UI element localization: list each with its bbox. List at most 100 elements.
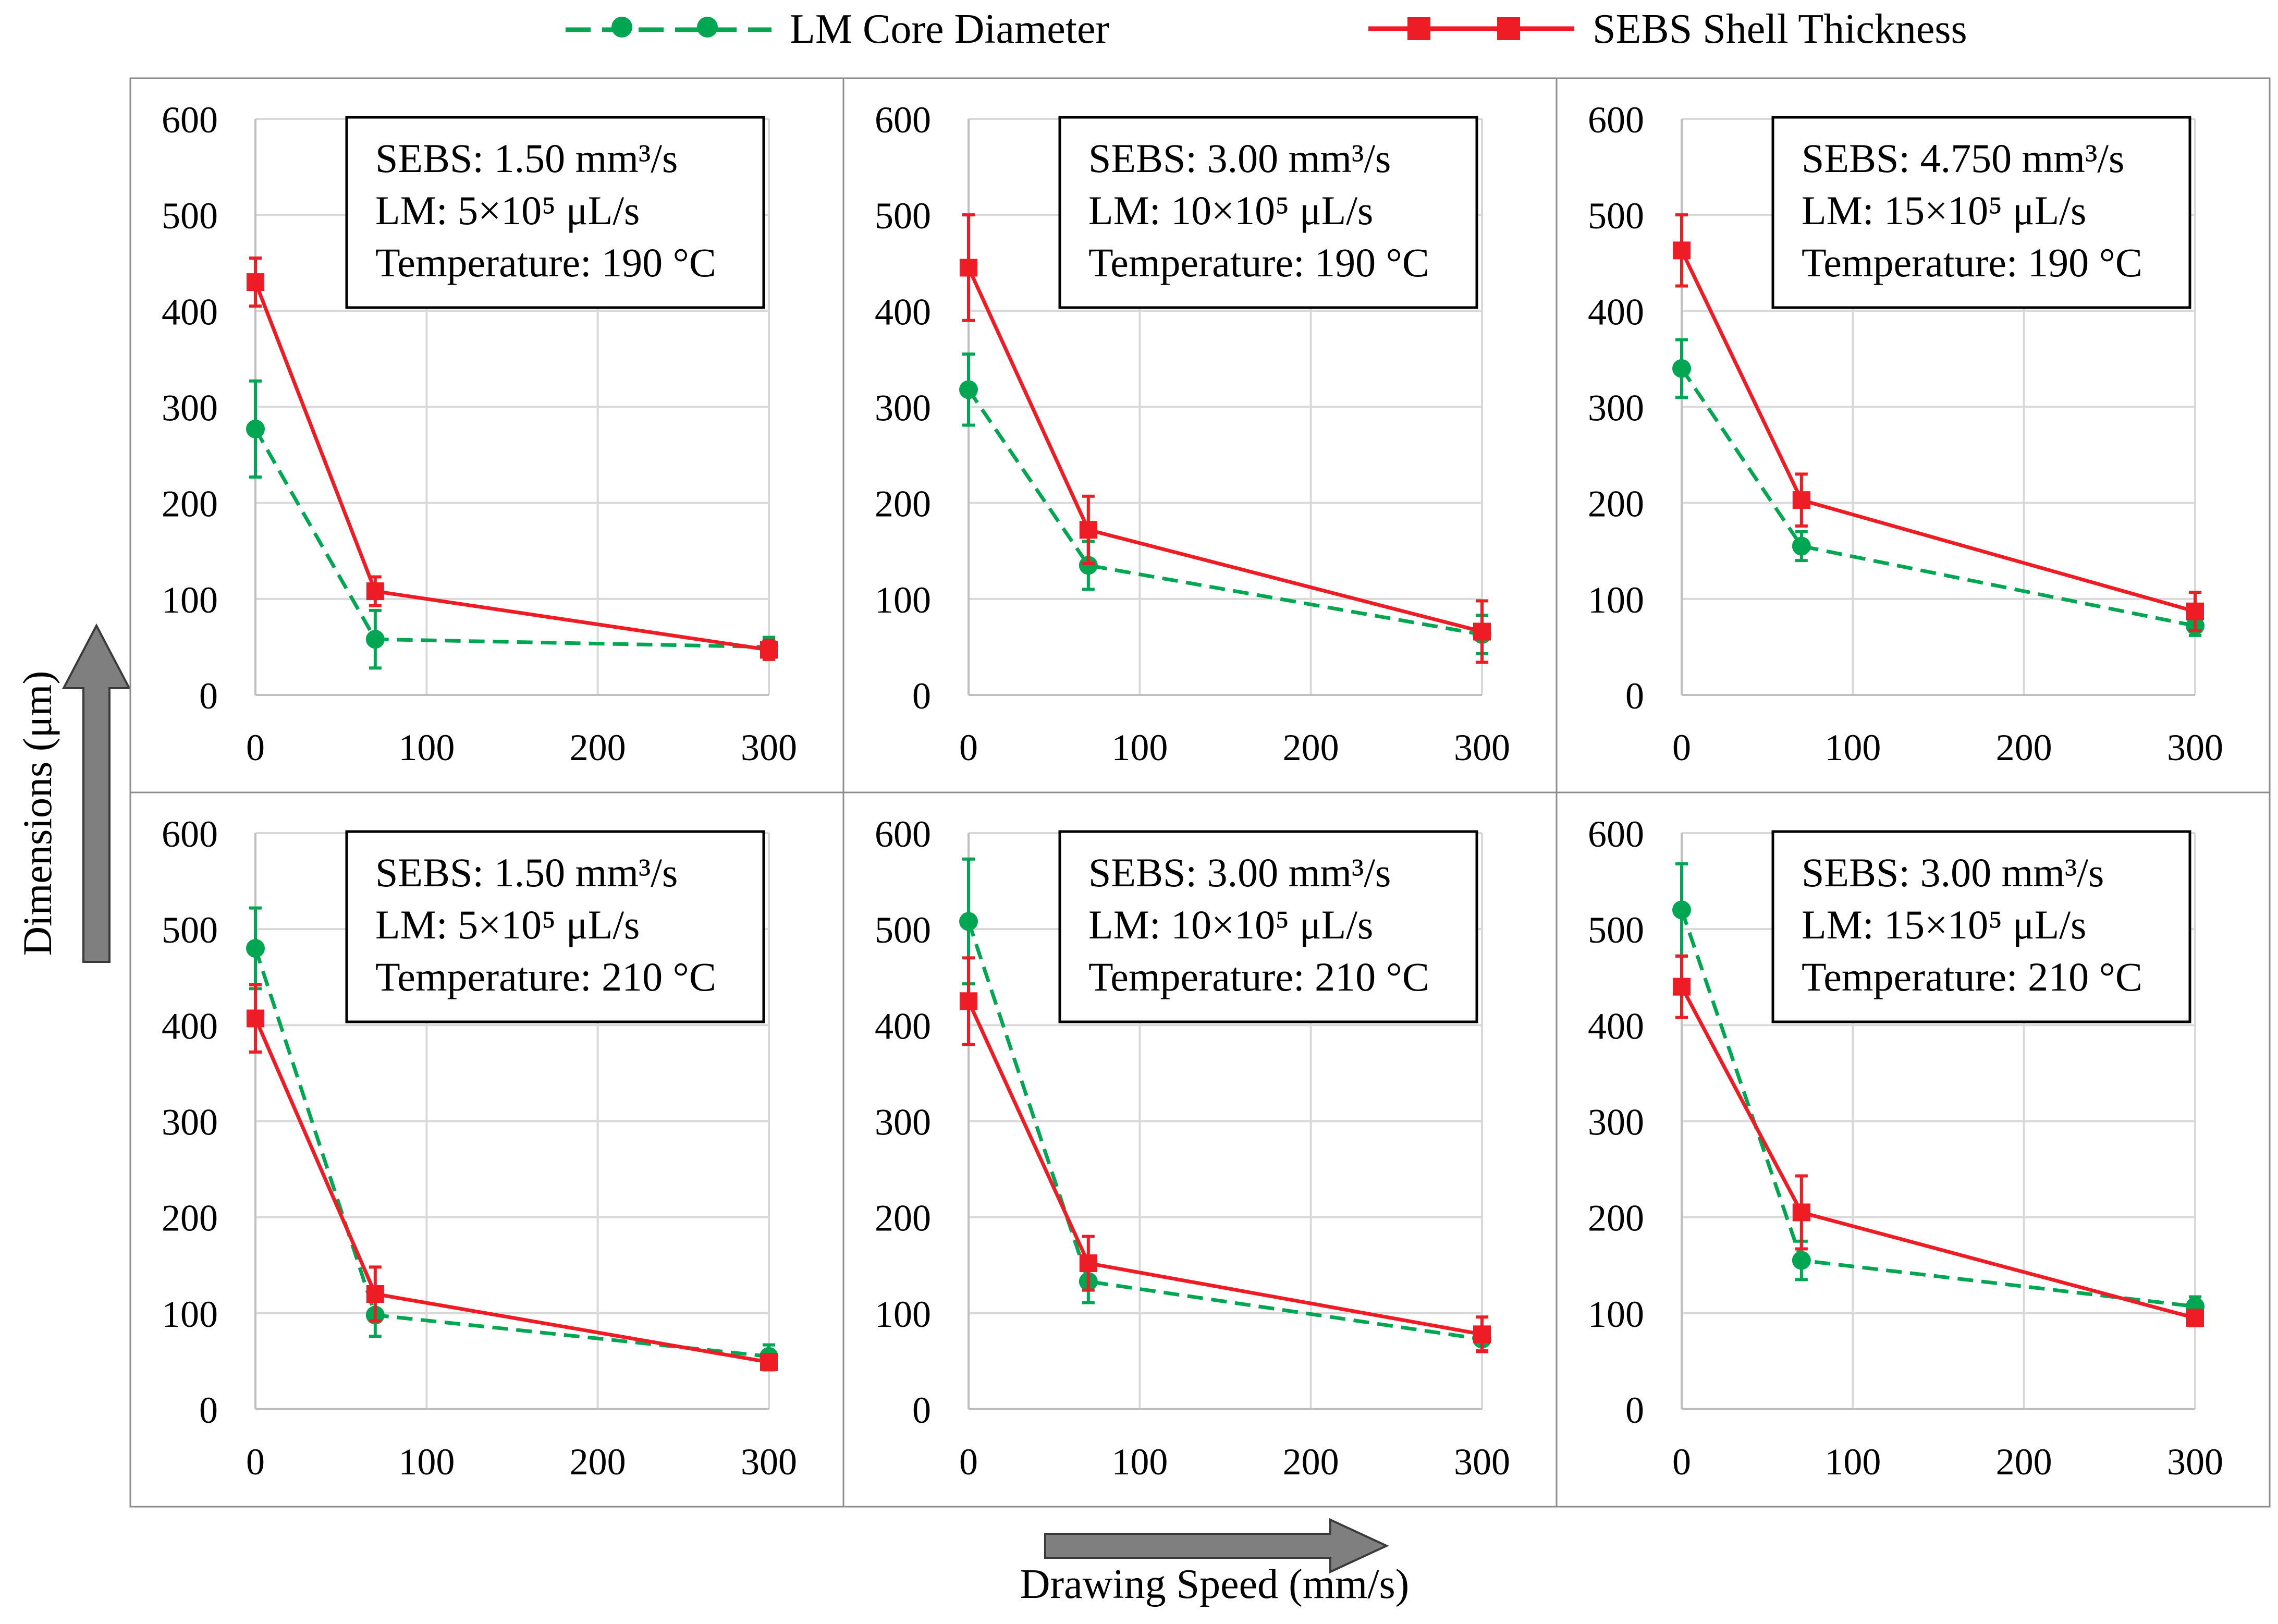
x-tick-label: 100 [1111,1441,1168,1483]
x-tick-label: 0 [246,727,265,768]
x-tick-label: 0 [959,727,978,768]
shell-data-point [247,1009,264,1028]
shell-data-point [960,992,977,1010]
x-tick-label: 300 [741,727,797,768]
condition-text: Temperature: 190 °C [1088,240,1429,285]
y-tick-label: 0 [1625,1389,1644,1431]
condition-text: LM: 5×10⁵ μL/s [375,902,640,947]
y-tick-label: 0 [199,1389,218,1431]
core-data-point [246,939,265,958]
y-axis-label: Dimensions (μm) [15,671,60,956]
y-tick-label: 0 [912,1389,931,1431]
core-data-point [1672,900,1691,920]
core-series-line [1680,367,2196,628]
x-tick-label: 200 [570,727,626,768]
y-tick-label: 0 [199,675,218,717]
x-tick-label: 300 [2167,1441,2223,1483]
condition-text: LM: 15×10⁵ μL/s [1802,188,2086,233]
shell-data-point [366,1285,384,1303]
shell-data-point [366,582,384,601]
condition-text: SEBS: 4.750 mm³/s [1802,136,2124,181]
chart-panel: 0 100 200 300 400 500 600 0 100 200 300 SEBS: 3.00 … [1556,791,2271,1508]
x-tick-label: 0 [959,1441,978,1483]
y-tick-label: 500 [1588,195,1644,237]
core-data-point [365,630,385,649]
x-tick-label: 100 [1111,727,1168,768]
chart-panel: 0 100 200 300 400 500 600 0 100 200 300 SEBS: 1.50 … [129,77,844,793]
shell-series-line [966,1000,1483,1336]
y-tick-label: 600 [162,99,218,141]
condition-text: SEBS: 3.00 mm³/s [1088,850,1391,895]
x-tick-label: 100 [1824,1441,1881,1483]
condition-text: LM: 15×10⁵ μL/s [1802,902,2086,947]
y-tick-label: 400 [1588,291,1644,333]
shell-series-line [966,267,1483,633]
y-tick-label: 300 [1588,387,1644,429]
x-tick-label: 0 [1672,1441,1691,1483]
chart-panel: 0 100 200 300 400 500 600 0 100 200 300 SEBS: 4.750… [1556,77,2271,793]
core-series-line [253,428,769,649]
shell-series-line [253,1018,769,1364]
shell-data-point [1473,1325,1491,1344]
core-data-point [1672,359,1691,378]
shell-data-point [1473,622,1491,641]
legend-core-marker [697,17,718,38]
y-tick-label: 0 [1625,675,1644,717]
shell-data-point [2186,1309,2204,1327]
y-tick-label: 100 [162,1293,218,1335]
x-axis-label: Drawing Speed (mm/s) [1020,1561,1410,1607]
condition-text: Temperature: 190 °C [375,240,716,285]
condition-text: Temperature: 210 °C [1088,954,1429,999]
shell-series-line [1680,986,2196,1320]
shell-data-point [760,1353,778,1371]
condition-text: Temperature: 190 °C [1802,240,2142,285]
x-tick-label: 200 [1283,727,1339,768]
condition-text: Temperature: 210 °C [1802,954,2142,999]
y-tick-label: 200 [875,1198,931,1239]
core-data-point [1792,1251,1811,1270]
legend: LM Core Diameter SEBS Shell Thickness [566,6,1967,52]
condition-text: SEBS: 3.00 mm³/s [1802,850,2104,895]
y-tick-label: 300 [162,387,218,429]
x-tick-label: 200 [1996,727,2052,768]
condition-text: Temperature: 210 °C [375,954,716,999]
shell-data-point [1079,521,1097,539]
condition-text: LM: 10×10⁵ μL/s [1088,902,1373,947]
x-tick-label: 300 [2167,727,2223,768]
legend-shell-marker [1407,17,1430,40]
condition-text: SEBS: 3.00 mm³/s [1088,136,1391,181]
y-tick-label: 200 [1588,483,1644,525]
y-tick-label: 300 [1588,1102,1644,1143]
core-series-line [966,921,1483,1341]
legend-shell-label: SEBS Shell Thickness [1593,6,1967,52]
chart-panel: 0 100 200 300 400 500 600 0 100 200 300 SEBS: 1.50 … [129,791,844,1508]
y-tick-label: 100 [162,579,218,621]
chart-panel: 0 100 200 300 400 500 600 0 100 200 300 SEBS: 3.00 … [842,791,1558,1508]
y-tick-label: 400 [162,291,218,333]
y-tick-label: 300 [875,387,931,429]
x-tick-label: 200 [1283,1441,1339,1483]
core-data-point [1792,536,1811,556]
x-tick-label: 200 [570,1441,626,1483]
x-tick-label: 0 [246,1441,265,1483]
condition-box [1058,116,1478,309]
chart-panel: 0 100 200 300 400 500 600 0 100 200 300 SEBS: 3.00 … [842,77,1558,793]
core-data-point [1079,556,1098,575]
shell-data-point [1792,491,1810,509]
legend-core-label: LM Core Diameter [790,6,1109,52]
x-tick-label: 100 [1824,727,1881,768]
y-axis-indicator: Dimensions (μm) [15,623,131,963]
y-tick-label: 500 [1588,909,1644,951]
condition-box [1771,116,2191,309]
x-tick-label: 300 [741,1441,797,1483]
shell-data-point [960,259,977,277]
x-tick-label: 100 [398,1441,455,1483]
y-tick-label: 600 [875,99,931,141]
shell-data-point [1673,241,1691,260]
y-tick-label: 500 [875,909,931,951]
x-tick-label: 300 [1454,1441,1510,1483]
y-tick-label: 300 [875,1102,931,1143]
y-tick-label: 500 [875,195,931,237]
legend-shell-marker [1497,17,1520,40]
